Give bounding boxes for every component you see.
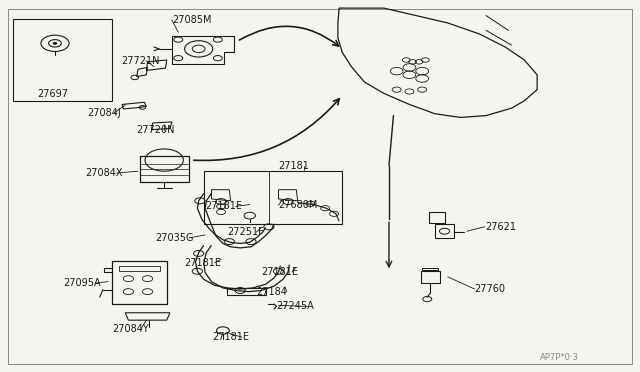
Text: 27680M: 27680M (278, 200, 318, 210)
Text: 27084X: 27084X (85, 168, 122, 178)
Text: 27084Y: 27084Y (113, 324, 149, 334)
Circle shape (53, 42, 57, 44)
Text: AP7P*0·3: AP7P*0·3 (540, 353, 579, 362)
Text: 27181E: 27181E (205, 201, 242, 211)
Text: 27720N: 27720N (137, 125, 175, 135)
Text: 27245A: 27245A (276, 301, 314, 311)
Text: 27181E: 27181E (184, 258, 221, 268)
Text: 27697: 27697 (38, 89, 68, 99)
Text: 27095A: 27095A (63, 278, 101, 288)
Text: 27181: 27181 (278, 161, 309, 171)
Text: 27760: 27760 (474, 284, 506, 294)
Text: 27184: 27184 (256, 286, 287, 296)
Bar (13, 19, 113, 101)
Text: 27084J: 27084J (87, 108, 121, 118)
Text: 27181E: 27181E (261, 267, 298, 277)
Text: 27251F: 27251F (227, 227, 264, 237)
Text: 27035G: 27035G (156, 233, 194, 243)
Text: 27085M: 27085M (172, 15, 211, 25)
Text: 27181E: 27181E (212, 332, 250, 342)
Text: 27621: 27621 (484, 222, 516, 232)
Text: 27721N: 27721N (121, 56, 159, 66)
